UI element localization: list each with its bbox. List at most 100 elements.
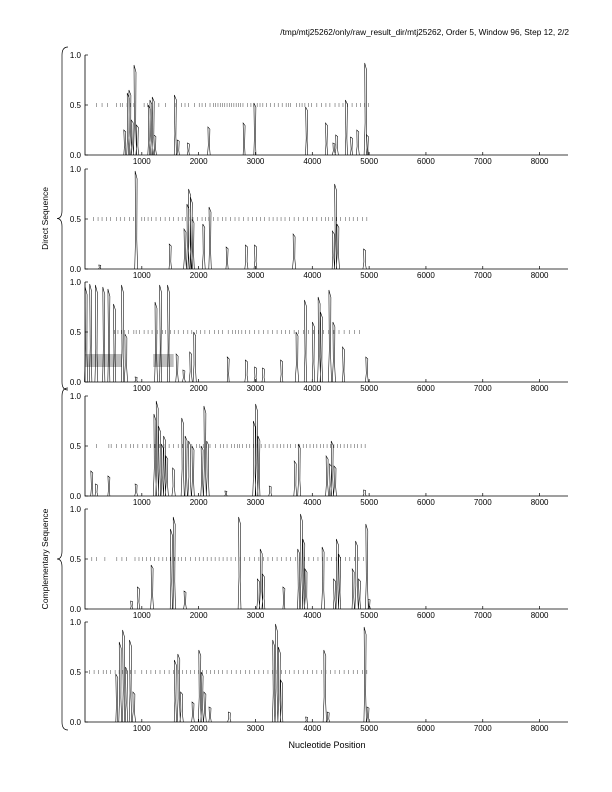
x-tick-label: 4000 (303, 271, 321, 280)
x-tick-label: 6000 (417, 724, 435, 733)
x-tick-label: 2000 (190, 498, 208, 507)
x-tick-label: 8000 (531, 498, 549, 507)
axes-frame (84, 622, 568, 723)
x-tick-label: 5000 (360, 611, 378, 620)
y-tick-label: 0.5 (70, 668, 82, 677)
axes-frame (84, 509, 568, 610)
series-line (123, 62, 369, 156)
x-tick-label: 3000 (247, 611, 265, 620)
group-label: Direct Sequence (40, 187, 50, 250)
x-tick-label: 5000 (360, 498, 378, 507)
bracket-1: Direct Sequence (40, 46, 69, 391)
x-tick-label: 2000 (190, 724, 208, 733)
x-tick-label: 8000 (531, 157, 549, 166)
x-tick-label: 1000 (133, 271, 151, 280)
x-tick-label: 4000 (303, 384, 321, 393)
y-tick-label: 0.0 (70, 378, 82, 387)
x-tick-label: 4000 (303, 724, 321, 733)
x-tick-label: 4000 (303, 498, 321, 507)
panels: 0.0 0.5 1.0 1000 2000 3000 4000 5000 6000 7000 800… (70, 51, 568, 733)
x-tick-label: 6000 (417, 498, 435, 507)
x-tick-label: 7000 (474, 498, 492, 507)
x-tick-label: 7000 (474, 384, 492, 393)
panel-1: 0.0 0.5 1.0 1000 2000 3000 4000 5000 6000 7000 800… (70, 51, 568, 166)
panel-3: 0.0 0.5 1.0 1000 2000 3000 4000 5000 6000 7000 800… (70, 278, 568, 393)
shaded-band (153, 354, 174, 367)
y-tick-label: 1.0 (70, 392, 82, 401)
group-label: Complementary Sequence (40, 508, 50, 609)
group-brackets: Direct Sequence Complementary Sequence (40, 46, 69, 731)
y-tick-label: 1.0 (70, 51, 82, 60)
x-tick-label: 8000 (531, 271, 549, 280)
x-tick-label: 3000 (247, 724, 265, 733)
series-line (90, 400, 367, 497)
header-title: /tmp/mtj25262/only/raw_result_dir/mtj252… (280, 27, 569, 37)
x-tick-label: 7000 (474, 157, 492, 166)
x-tick-label: 3000 (247, 271, 265, 280)
y-tick-label: 0.5 (70, 328, 82, 337)
threshold-marks (114, 330, 360, 334)
y-tick-label: 1.0 (70, 165, 82, 174)
x-tick-label: 6000 (417, 157, 435, 166)
axes-frame (84, 169, 568, 270)
panel-2: 0.0 0.5 1.0 1000 2000 3000 4000 5000 6000 7000 800… (70, 165, 568, 280)
bracket-2: Complementary Sequence (40, 387, 69, 731)
x-tick-label: 3000 (247, 157, 265, 166)
x-axis-label: Nucleotide Position (288, 740, 365, 750)
x-tick-label: 1000 (133, 498, 151, 507)
y-tick-label: 1.0 (70, 505, 82, 514)
x-tick-label: 8000 (531, 724, 549, 733)
panel-6: 0.0 0.5 1.0 1000 2000 3000 4000 5000 6000 7000 800… (70, 618, 568, 733)
shaded-band (85, 354, 122, 367)
threshold-marks (89, 670, 368, 674)
threshold-marks (91, 557, 364, 561)
x-tick-label: 2000 (190, 611, 208, 620)
y-tick-label: 0.0 (70, 265, 82, 274)
series-line (84, 283, 369, 383)
x-tick-label: 2000 (190, 271, 208, 280)
series-line (130, 513, 371, 610)
x-tick-label: 6000 (417, 271, 435, 280)
x-tick-label: 1000 (133, 384, 151, 393)
y-tick-label: 0.0 (70, 492, 82, 501)
bracket-shape (56, 46, 69, 391)
y-tick-label: 0.0 (70, 718, 82, 727)
x-tick-label: 4000 (303, 611, 321, 620)
y-tick-label: 0.0 (70, 151, 82, 160)
threshold-marks (93, 217, 368, 221)
x-tick-label: 7000 (474, 724, 492, 733)
x-tick-label: 2000 (190, 157, 208, 166)
x-tick-label: 3000 (247, 384, 265, 393)
x-tick-label: 5000 (360, 271, 378, 280)
panel-4: 0.0 0.5 1.0 1000 2000 3000 4000 5000 6000 7000 800… (70, 392, 568, 507)
x-tick-label: 5000 (360, 724, 378, 733)
x-tick-label: 3000 (247, 498, 265, 507)
x-tick-label: 2000 (190, 384, 208, 393)
x-tick-label: 5000 (360, 384, 378, 393)
series-line (98, 170, 367, 270)
x-tick-label: 6000 (417, 384, 435, 393)
y-tick-label: 0.5 (70, 442, 82, 451)
x-tick-label: 1000 (133, 611, 151, 620)
x-tick-label: 7000 (474, 271, 492, 280)
threshold-marks (96, 103, 369, 107)
y-tick-label: 1.0 (70, 278, 82, 287)
y-tick-label: 0.5 (70, 555, 82, 564)
x-tick-label: 5000 (360, 157, 378, 166)
bracket-shape (56, 387, 69, 731)
series-line (115, 623, 370, 723)
threshold-marks (96, 444, 366, 448)
x-tick-label: 8000 (531, 384, 549, 393)
y-tick-label: 0.0 (70, 605, 82, 614)
y-tick-label: 1.0 (70, 618, 82, 627)
y-tick-label: 0.5 (70, 215, 82, 224)
x-tick-label: 1000 (133, 724, 151, 733)
y-tick-label: 0.5 (70, 101, 82, 110)
x-tick-label: 4000 (303, 157, 321, 166)
x-tick-label: 1000 (133, 157, 151, 166)
panel-5: 0.0 0.5 1.0 1000 2000 3000 4000 5000 6000 7000 800… (70, 505, 568, 620)
axes-frame (84, 55, 568, 156)
x-tick-label: 8000 (531, 611, 549, 620)
x-tick-label: 6000 (417, 611, 435, 620)
